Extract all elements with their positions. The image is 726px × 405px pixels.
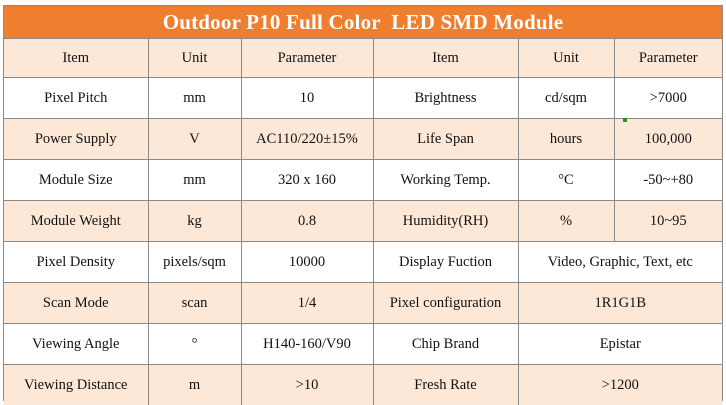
header-parameter-left: Parameter bbox=[241, 39, 373, 78]
spec-table-frame: Outdoor P10 Full Color LED SMD Module It… bbox=[3, 5, 723, 401]
header-item-right: Item bbox=[373, 39, 518, 78]
header-parameter-right: Parameter bbox=[614, 39, 722, 78]
table-row: Module Weight kg 0.8 Humidity(RH) % 10~9… bbox=[4, 201, 722, 242]
item-cell: Scan Mode bbox=[4, 283, 148, 324]
table-row: Pixel Pitch mm 10 Brightness cd/sqm >700… bbox=[4, 78, 722, 119]
item-cell: Working Temp. bbox=[373, 160, 518, 201]
parameter-cell: >10 bbox=[241, 365, 373, 405]
table-row: Scan Mode scan 1/4 Pixel configuration 1… bbox=[4, 283, 722, 324]
item-cell: Fresh Rate bbox=[373, 365, 518, 405]
unit-cell: pixels/sqm bbox=[148, 242, 241, 283]
unit-cell: ° bbox=[148, 324, 241, 365]
parameter-cell: >7000 bbox=[614, 78, 722, 119]
unit-cell: °C bbox=[518, 160, 614, 201]
item-cell: Module Weight bbox=[4, 201, 148, 242]
parameter-cell: 10 bbox=[241, 78, 373, 119]
header-unit-right: Unit bbox=[518, 39, 614, 78]
parameter-cell: 100,000 bbox=[614, 119, 722, 160]
header-unit-left: Unit bbox=[148, 39, 241, 78]
item-cell: Viewing Angle bbox=[4, 324, 148, 365]
item-cell: Power Supply bbox=[4, 119, 148, 160]
unit-cell: hours bbox=[518, 119, 614, 160]
cell-comment-marker bbox=[623, 118, 627, 122]
table-row: Viewing Angle ° H140-160/V90 Chip Brand … bbox=[4, 324, 722, 365]
parameter-cell: 1/4 bbox=[241, 283, 373, 324]
unit-cell: m bbox=[148, 365, 241, 405]
item-cell: Viewing Distance bbox=[4, 365, 148, 405]
parameter-cell: -50~+80 bbox=[614, 160, 722, 201]
parameter-cell: 0.8 bbox=[241, 201, 373, 242]
item-cell: Display Fuction bbox=[373, 242, 518, 283]
value-cell-merged: Epistar bbox=[518, 324, 722, 365]
table-row: Viewing Distance m >10 Fresh Rate >1200 bbox=[4, 365, 722, 405]
unit-cell: V bbox=[148, 119, 241, 160]
value-cell-merged: Video, Graphic, Text, etc bbox=[518, 242, 722, 283]
spec-table: Item Unit Parameter Item Unit Parameter … bbox=[4, 39, 722, 405]
table-row: Power Supply V AC110/220±15% Life Span h… bbox=[4, 119, 722, 160]
item-cell: Life Span bbox=[373, 119, 518, 160]
table-title: Outdoor P10 Full Color LED SMD Module bbox=[4, 6, 722, 39]
table-row: Module Size mm 320 x 160 Working Temp. °… bbox=[4, 160, 722, 201]
unit-cell: scan bbox=[148, 283, 241, 324]
table-row: Pixel Density pixels/sqm 10000 Display F… bbox=[4, 242, 722, 283]
item-cell: Chip Brand bbox=[373, 324, 518, 365]
parameter-cell: AC110/220±15% bbox=[241, 119, 373, 160]
unit-cell: mm bbox=[148, 160, 241, 201]
item-cell: Pixel Pitch bbox=[4, 78, 148, 119]
value-cell-merged: 1R1G1B bbox=[518, 283, 722, 324]
unit-cell: kg bbox=[148, 201, 241, 242]
parameter-cell: 10000 bbox=[241, 242, 373, 283]
header-item-left: Item bbox=[4, 39, 148, 78]
unit-cell: mm bbox=[148, 78, 241, 119]
item-cell: Brightness bbox=[373, 78, 518, 119]
item-cell: Humidity(RH) bbox=[373, 201, 518, 242]
item-cell: Pixel Density bbox=[4, 242, 148, 283]
value-cell-merged: >1200 bbox=[518, 365, 722, 405]
unit-cell: % bbox=[518, 201, 614, 242]
parameter-cell: 320 x 160 bbox=[241, 160, 373, 201]
parameter-cell: 10~95 bbox=[614, 201, 722, 242]
item-cell: Pixel configuration bbox=[373, 283, 518, 324]
header-row: Item Unit Parameter Item Unit Parameter bbox=[4, 39, 722, 78]
item-cell: Module Size bbox=[4, 160, 148, 201]
parameter-cell: H140-160/V90 bbox=[241, 324, 373, 365]
unit-cell: cd/sqm bbox=[518, 78, 614, 119]
